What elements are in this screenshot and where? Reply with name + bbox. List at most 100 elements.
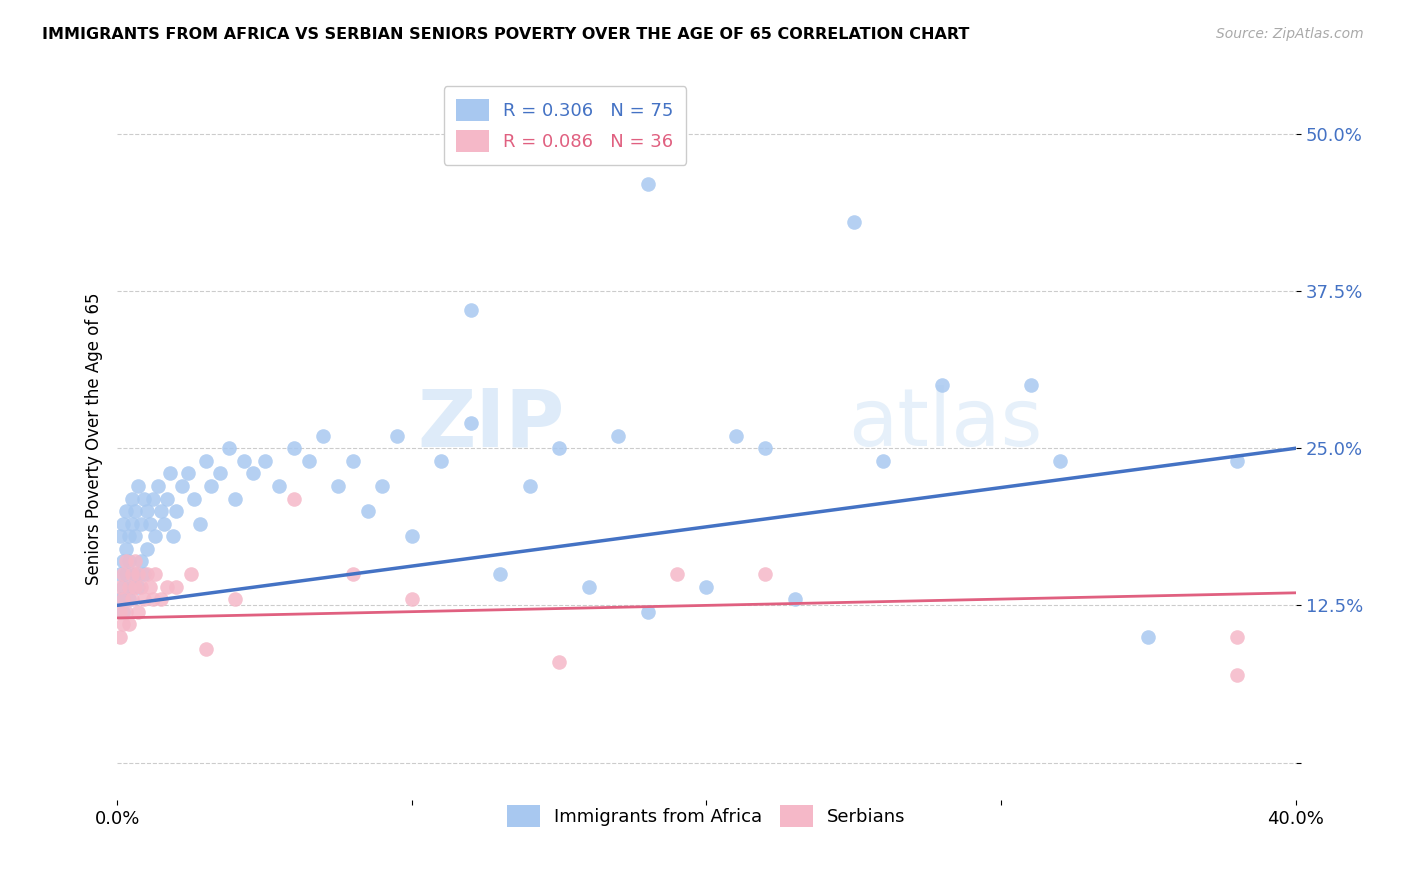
Point [224,592,246,607]
Point [129,554,152,568]
Point [637,178,659,192]
Point [156,580,179,594]
Point [385,428,408,442]
Point [141,491,163,506]
Point [754,442,776,456]
Point [135,566,157,581]
Point [1226,454,1249,468]
Point [108,566,131,581]
Point [138,580,160,594]
Point [148,479,170,493]
Point [138,516,160,531]
Point [153,516,176,531]
Point [548,442,571,456]
Point [872,454,894,468]
Point [121,491,143,506]
Point [115,554,138,568]
Point [342,566,364,581]
Point [283,442,305,456]
Point [180,566,202,581]
Point [127,566,149,581]
Point [115,541,138,556]
Point [578,580,600,594]
Point [115,605,138,619]
Point [232,454,254,468]
Point [127,479,149,493]
Point [1049,454,1071,468]
Text: IMMIGRANTS FROM AFRICA VS SERBIAN SENIORS POVERTY OVER THE AGE OF 65 CORRELATION: IMMIGRANTS FROM AFRICA VS SERBIAN SENIOR… [42,27,970,42]
Point [607,428,630,442]
Point [118,592,141,607]
Point [666,566,689,581]
Point [150,504,173,518]
Point [194,642,217,657]
Point [183,491,205,506]
Point [118,617,141,632]
Point [200,479,222,493]
Point [754,566,776,581]
Point [460,303,482,318]
Point [112,554,135,568]
Point [132,566,155,581]
Point [342,454,364,468]
Point [121,580,143,594]
Point [430,454,453,468]
Point [548,655,571,669]
Point [112,580,135,594]
Point [224,491,246,506]
Point [129,516,152,531]
Point [132,491,155,506]
Point [108,529,131,543]
Point [269,479,291,493]
Text: Source: ZipAtlas.com: Source: ZipAtlas.com [1216,27,1364,41]
Point [783,592,806,607]
Point [1019,378,1042,392]
Point [283,491,305,506]
Point [1226,667,1249,681]
Point [108,592,131,607]
Point [127,580,149,594]
Point [112,617,135,632]
Point [112,566,135,581]
Point [156,491,179,506]
Point [1137,630,1160,644]
Point [112,516,135,531]
Point [145,566,167,581]
Point [188,516,211,531]
Point [162,529,184,543]
Point [132,592,155,607]
Point [1226,630,1249,644]
Point [112,605,135,619]
Point [165,504,187,518]
Text: ZIP: ZIP [418,385,565,463]
Point [124,554,146,568]
Point [165,580,187,594]
Point [135,541,157,556]
Point [253,454,276,468]
Point [112,592,135,607]
Point [124,529,146,543]
Point [124,566,146,581]
Point [121,592,143,607]
Point [724,428,747,442]
Point [177,467,200,481]
Point [371,479,394,493]
Point [124,504,146,518]
Point [842,215,865,229]
Point [194,454,217,468]
Point [108,630,131,644]
Point [209,467,232,481]
Point [150,592,173,607]
Point [112,592,135,607]
Point [460,416,482,430]
Point [118,529,141,543]
Point [115,566,138,581]
Y-axis label: Seniors Poverty Over the Age of 65: Seniors Poverty Over the Age of 65 [86,293,103,585]
Point [401,592,423,607]
Point [118,580,141,594]
Legend: Immigrants from Africa, Serbians: Immigrants from Africa, Serbians [501,798,912,835]
Point [145,529,167,543]
Text: atlas: atlas [848,385,1042,463]
Point [931,378,953,392]
Point [695,580,717,594]
